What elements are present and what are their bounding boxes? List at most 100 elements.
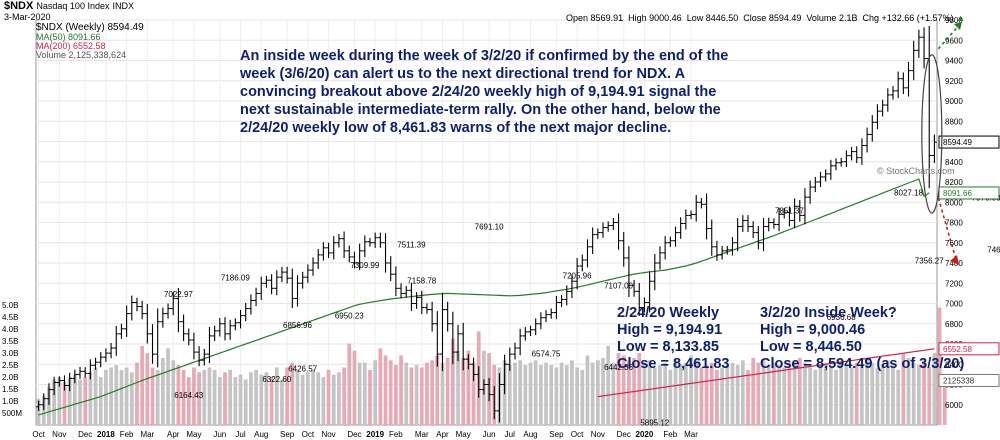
volume-bar: [725, 365, 730, 425]
volume-bar: [368, 369, 372, 425]
ohlc-bar: [538, 312, 544, 330]
ohlc-bar: [87, 359, 93, 380]
volume-bar: [549, 365, 554, 425]
volume-tick-label: 4.0B: [2, 325, 18, 334]
x-tick-label: Apr: [167, 430, 180, 439]
right-value-tag-text: 8594.49: [943, 138, 972, 147]
ohlc-bar: [579, 254, 585, 272]
ohlc-bar: [279, 267, 285, 283]
volume-bar: [342, 367, 346, 425]
volume-bar: [259, 374, 264, 425]
volume-bar: [41, 396, 46, 425]
volume-bar: [518, 360, 523, 425]
right-value-tag: [938, 342, 1000, 356]
ohlc-bar: [491, 386, 497, 420]
ohlc-bar: [880, 99, 886, 117]
volume-bar: [388, 360, 393, 425]
axis-layer: 6000620064006600680070007200740076007800…: [2, 16, 1000, 439]
volume-bar: [658, 365, 662, 425]
volume-tick-label: 5.0B: [2, 301, 18, 310]
ohlc-bar: [735, 218, 741, 252]
ohlc-bar: [502, 354, 508, 395]
x-tick-label: Feb: [663, 430, 677, 439]
legend-ma200: MA(200) 6552.58: [36, 41, 106, 51]
ohlc-bar: [450, 311, 456, 365]
ohlc-bar: [388, 256, 394, 282]
volume-bar: [595, 360, 600, 425]
ohlc-bar: [129, 295, 135, 321]
volume-bar: [445, 357, 450, 425]
volume-bar: [316, 372, 321, 425]
swing-price-label: 7463.57: [987, 246, 1000, 255]
ohlc-bar: [688, 210, 694, 220]
x-tick-label: Dec: [347, 430, 361, 439]
volume-bar: [450, 338, 455, 425]
volume-bar: [430, 360, 434, 425]
weekly-2-24-close: Close = 8,461.83: [617, 356, 730, 372]
volume-bar: [730, 362, 735, 425]
volume-bar: [570, 360, 574, 425]
ohlc-bar: [455, 324, 461, 362]
ohlc-bar: [269, 274, 275, 295]
ohlc-bar: [367, 237, 373, 247]
ohlc-bar: [383, 233, 389, 273]
volume-bar: [891, 365, 895, 425]
ohlc-bar: [248, 294, 254, 315]
volume-bar: [683, 362, 688, 425]
ohlc-bar: [626, 246, 632, 298]
volume-bar: [383, 355, 388, 425]
ohlc-bar: [900, 72, 906, 95]
volume-bar: [347, 343, 352, 425]
ohlc-bar: [331, 236, 337, 260]
right-value-tag: [938, 135, 1000, 149]
ohlc-bar: [41, 393, 47, 411]
breakdown-arrow: [937, 197, 958, 264]
volume-bar: [399, 355, 403, 425]
x-tick-label: Jun: [213, 430, 226, 439]
volume-bar: [823, 362, 828, 425]
y-tick-label: 7800: [945, 219, 963, 228]
volume-bar: [720, 367, 724, 425]
exchange: INDX: [112, 1, 135, 11]
ohlc-bar: [465, 354, 471, 370]
volume-bar: [621, 355, 626, 425]
ohlc-bar: [336, 233, 342, 248]
ohlc-bar: [548, 308, 554, 319]
ohlc-bar: [191, 332, 197, 360]
volume-bar: [114, 365, 119, 425]
x-tick-label: May: [456, 430, 471, 439]
swing-price-label: 7309.99: [350, 261, 379, 270]
y-tick-label: 6400: [945, 360, 963, 369]
ohlc-bar: [274, 270, 280, 296]
volume-bar: [67, 377, 72, 425]
ohlc-bar: [786, 206, 792, 227]
volume-bar: [93, 367, 98, 425]
volume-bar: [419, 367, 424, 425]
ohlc-bar: [528, 325, 534, 337]
volume-bar: [161, 357, 165, 425]
weekly-2-24-title: 2/24/20 Weekly: [617, 305, 720, 321]
volume-bar: [870, 362, 875, 425]
right-value-tag-text: 2125338: [943, 376, 975, 385]
x-tick-label: Aug: [523, 430, 537, 439]
ohlc-bar: [113, 326, 119, 356]
swing-price-label: 7511.39: [397, 241, 426, 250]
y-tick-label: 9400: [945, 57, 963, 66]
ohlc-bar: [134, 297, 140, 312]
y-tick-label: 9200: [945, 77, 963, 86]
ohlc-bar: [351, 251, 357, 269]
x-tick-label: Dec: [78, 430, 92, 439]
ohlc-bar: [165, 303, 171, 319]
ohlc-bar: [305, 264, 311, 283]
grid-layer: [35, 19, 938, 426]
volume-tick-label: 500M: [2, 409, 22, 418]
volume-bar: [72, 374, 77, 425]
volume-bar: [834, 369, 838, 425]
y-tick-label: 6800: [945, 320, 963, 329]
volume-bar: [181, 369, 186, 425]
volume-bar: [321, 377, 326, 425]
ohlc-bar: [600, 222, 606, 238]
volume-bar: [109, 367, 113, 425]
ohlc-bar: [833, 158, 839, 171]
